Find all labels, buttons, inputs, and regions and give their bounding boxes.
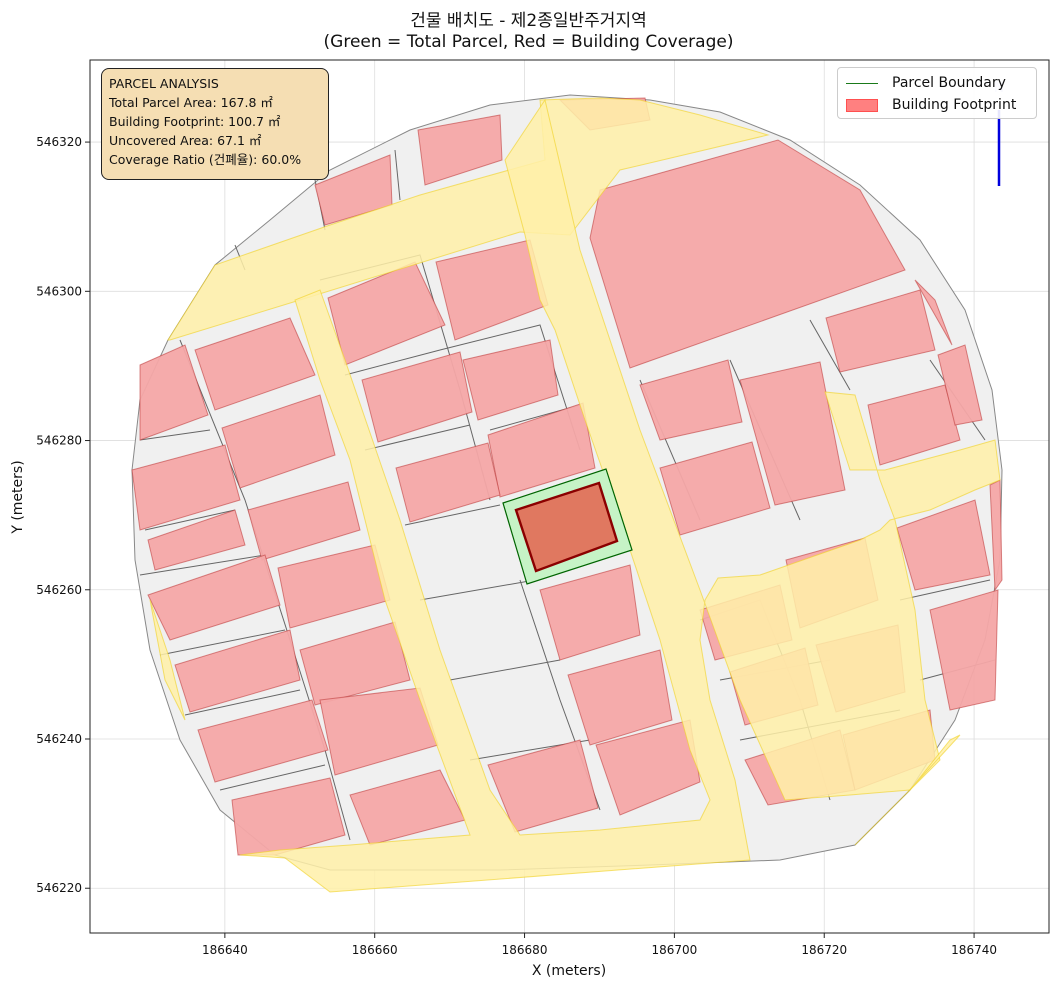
x-tick-label: 186680 — [502, 943, 548, 957]
roads — [149, 97, 1001, 893]
plot-frame — [89, 59, 1050, 934]
map-subtitle: (Green = Total Parcel, Red = Building Co… — [323, 32, 734, 52]
legend-label-building: Building Footprint — [892, 97, 1017, 113]
map-title: 건물 배치도 - 제2종일반주거지역 — [410, 11, 647, 31]
y-axis-label: Y (meters) — [10, 460, 26, 534]
footprint-text: Building Footprint: 100.7 ㎡ — [109, 114, 281, 129]
x-axis-label: X (meters) — [532, 963, 606, 979]
y-tick-label: 546300 — [36, 284, 82, 298]
legend-item-parcel: Parcel Boundary — [846, 73, 1006, 93]
legend: Parcel Boundary Building Footprint — [837, 67, 1037, 119]
legend-item-building: Building Footprint — [846, 95, 1016, 115]
y-tick-label: 546220 — [36, 881, 82, 895]
analysis-heading: PARCEL ANALYSIS — [109, 76, 219, 91]
total-area-text: Total Parcel Area: 167.8 ㎡ — [109, 95, 273, 110]
x-tick-label: 186720 — [801, 943, 847, 957]
y-axis-ticks: 546220 546240 546260 546280 546300 546320 — [36, 135, 90, 895]
y-tick-label: 546260 — [36, 583, 82, 597]
legend-label-parcel: Parcel Boundary — [892, 75, 1006, 91]
x-tick-label: 186660 — [352, 943, 398, 957]
y-tick-label: 546320 — [36, 135, 82, 149]
y-tick-label: 546280 — [36, 434, 82, 448]
x-axis-ticks: 186640 186660 186680 186700 186720 186740 — [202, 933, 997, 957]
legend-patch-swatch — [846, 98, 878, 112]
y-tick-label: 546240 — [36, 732, 82, 746]
x-tick-label: 186740 — [951, 943, 997, 957]
parcel-analysis-box: PARCEL ANALYSIS Total Parcel Area: 167.8… — [101, 68, 329, 180]
subject-building-footprint — [514, 481, 619, 573]
x-tick-label: 186640 — [202, 943, 248, 957]
x-tick-label: 186700 — [651, 943, 697, 957]
legend-line-swatch — [846, 82, 878, 84]
coverage-ratio-text: Coverage Ratio (건폐율): 60.0% — [109, 152, 302, 167]
uncovered-text: Uncovered Area: 67.1 ㎡ — [109, 133, 262, 148]
